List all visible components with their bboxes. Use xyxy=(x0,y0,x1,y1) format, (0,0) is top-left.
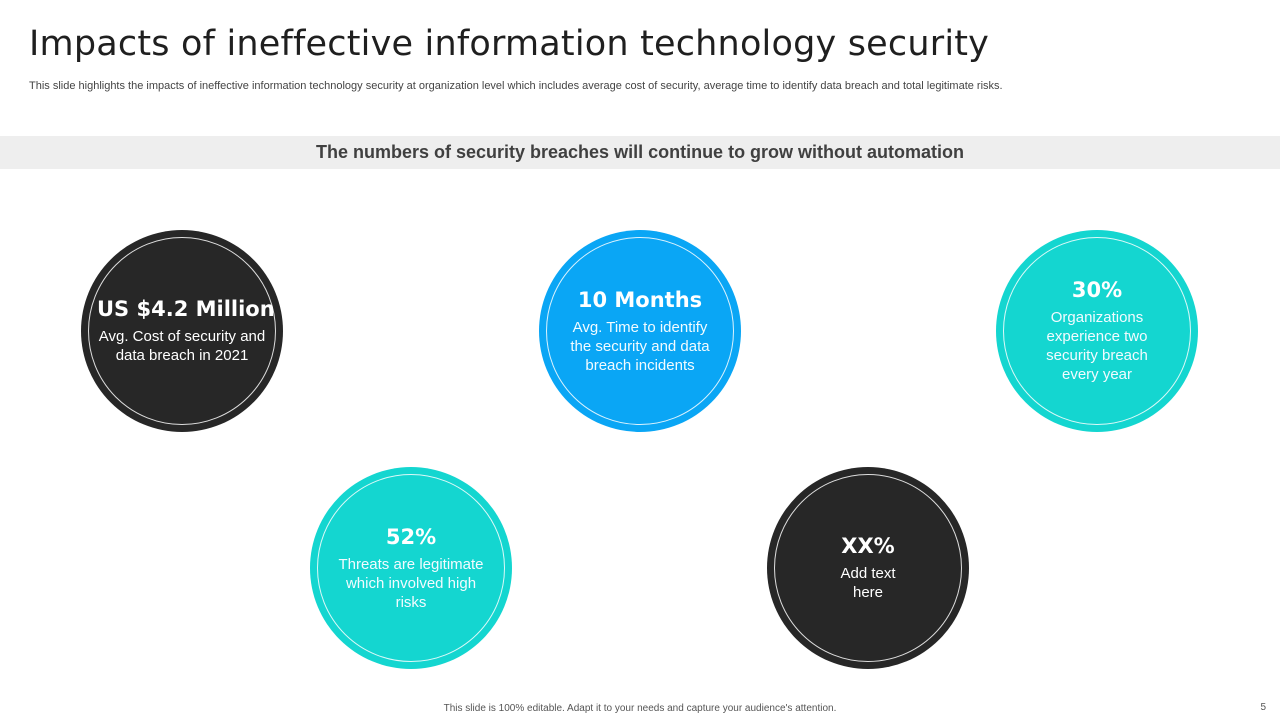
stat-value: XX% xyxy=(841,534,895,558)
page-number: 5 xyxy=(1260,702,1266,713)
circle-ring xyxy=(1003,237,1191,425)
circle-ring xyxy=(88,237,276,425)
stat-circle-threats: 52% Threats are legitimate which involve… xyxy=(310,467,512,669)
stat-value: US $4.2 Million xyxy=(97,297,275,321)
stat-content: US $4.2 Million Avg. Cost of security an… xyxy=(97,297,275,365)
stat-content: 52% Threats are legitimate which involve… xyxy=(336,525,486,612)
stat-description: Avg. Cost of security and data breach in… xyxy=(98,328,266,364)
banner: The numbers of security breaches will co… xyxy=(0,136,1280,169)
stat-content: XX% Add text here xyxy=(828,534,908,602)
banner-text: The numbers of security breaches will co… xyxy=(315,142,965,162)
circle-ring xyxy=(546,237,734,425)
circle-ring xyxy=(774,474,962,662)
circle-ring xyxy=(317,474,505,662)
stat-description: Add text here xyxy=(840,565,896,601)
stat-description: Organizations experience two security br… xyxy=(1046,309,1148,383)
slide-title: Impacts of ineffective information techn… xyxy=(29,24,990,64)
stat-circle-cost: US $4.2 Million Avg. Cost of security an… xyxy=(81,230,283,432)
stat-value: 30% xyxy=(1071,278,1123,302)
stat-description: Threats are legitimate which involved hi… xyxy=(338,555,484,611)
stat-circle-time: 10 Months Avg. Time to identify the secu… xyxy=(539,230,741,432)
stat-value: 52% xyxy=(385,524,437,549)
slide-subtitle: This slide highlights the impacts of ine… xyxy=(29,80,1003,92)
stat-circle-placeholder: XX% Add text here xyxy=(767,467,969,669)
stat-content: 30% Organizations experience two securit… xyxy=(1027,278,1167,384)
stat-value: 10 Months xyxy=(577,287,703,312)
footer-note: This slide is 100% editable. Adapt it to… xyxy=(443,703,837,714)
stat-description: Avg. Time to identify the security and d… xyxy=(570,318,710,374)
stat-circle-orgs: 30% Organizations experience two securit… xyxy=(996,230,1198,432)
stat-content: 10 Months Avg. Time to identify the secu… xyxy=(570,288,710,375)
